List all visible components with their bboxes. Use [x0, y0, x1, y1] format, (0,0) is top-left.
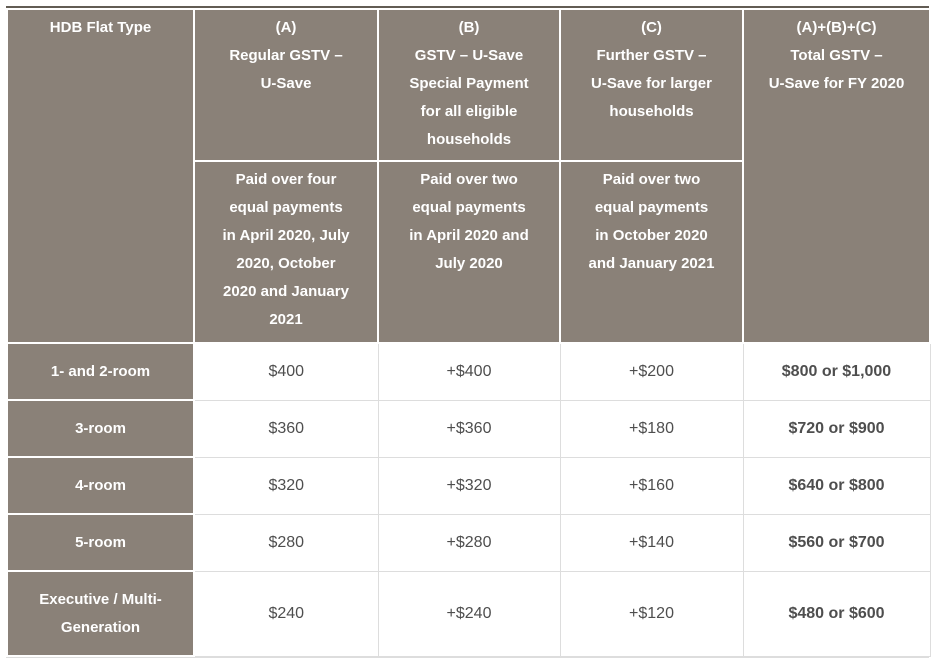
cell-special: +$360	[377, 399, 561, 458]
header-col-total: (A)+(B)+(C) Total GSTV – U-Save for FY 2…	[742, 8, 931, 344]
cell-further: +$180	[559, 399, 744, 458]
cell-total: $560 or $700	[742, 513, 931, 572]
table-row: 5-room $280 +$280 +$140 $560 or $700	[6, 513, 931, 572]
cell-further: +$140	[559, 513, 744, 572]
row-label: Executive / Multi- Generation	[6, 570, 195, 657]
row-label: 4-room	[6, 456, 195, 515]
table-body: 1- and 2-room $400 +$400 +$200 $800 or $…	[6, 342, 931, 657]
table-row: Executive / Multi- Generation $240 +$240…	[6, 570, 931, 657]
cell-further: +$200	[559, 342, 744, 401]
header-row-sub: Paid over four equal payments in April 2…	[7, 160, 930, 344]
row-label: 1- and 2-room	[6, 342, 195, 401]
cell-regular: $400	[193, 342, 379, 401]
header-row-main: HDB Flat Type (A) Regular GSTV – U-Save …	[6, 8, 931, 344]
table-wrapper: HDB Flat Type (A) Regular GSTV – U-Save …	[6, 6, 931, 658]
table-row: 3-room $360 +$360 +$180 $720 or $900	[6, 399, 931, 458]
row-label: 5-room	[6, 513, 195, 572]
cell-special: +$240	[377, 570, 561, 657]
row-label: 3-room	[6, 399, 195, 458]
cell-further: +$120	[559, 570, 744, 657]
subheader-col-c: Paid over two equal payments in October …	[559, 160, 744, 344]
header-col-a: (A) Regular GSTV – U-Save	[193, 8, 379, 162]
cell-special: +$400	[377, 342, 561, 401]
cell-special: +$280	[377, 513, 561, 572]
cell-total: $720 or $900	[742, 399, 931, 458]
cell-regular: $240	[193, 570, 379, 657]
cell-special: +$320	[377, 456, 561, 515]
cell-regular: $360	[193, 399, 379, 458]
subheader-col-b: Paid over two equal payments in April 20…	[377, 160, 561, 344]
table-header: HDB Flat Type (A) Regular GSTV – U-Save …	[6, 8, 931, 344]
header-flat-type: HDB Flat Type	[6, 8, 195, 344]
gstv-usave-table: HDB Flat Type (A) Regular GSTV – U-Save …	[6, 8, 931, 657]
cell-further: +$160	[559, 456, 744, 515]
cell-regular: $320	[193, 456, 379, 515]
header-col-b: (B) GSTV – U-Save Special Payment for al…	[377, 8, 561, 162]
cell-total: $800 or $1,000	[742, 342, 931, 401]
subheader-col-a: Paid over four equal payments in April 2…	[193, 160, 379, 344]
cell-total: $640 or $800	[742, 456, 931, 515]
cell-total: $480 or $600	[742, 570, 931, 657]
cell-regular: $280	[193, 513, 379, 572]
table-row: 1- and 2-room $400 +$400 +$200 $800 or $…	[6, 342, 931, 401]
header-col-c: (C) Further GSTV – U-Save for larger hou…	[559, 8, 744, 162]
table-row: 4-room $320 +$320 +$160 $640 or $800	[6, 456, 931, 515]
